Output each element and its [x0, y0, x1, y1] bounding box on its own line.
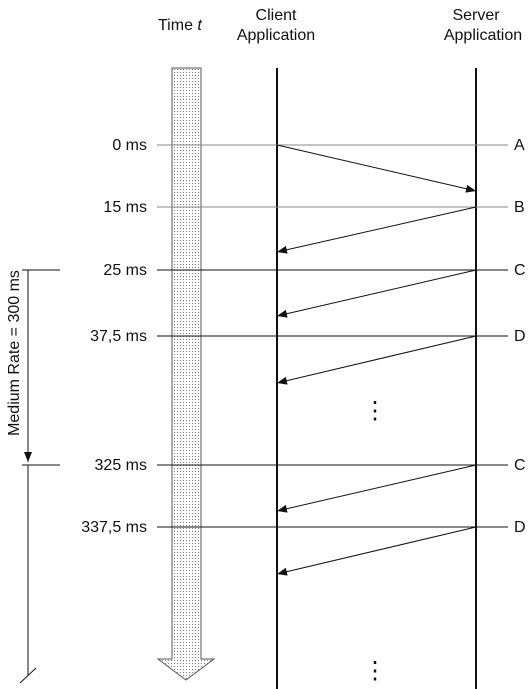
message-arrow	[276, 144, 477, 193]
ellipsis: ⋮	[363, 657, 387, 684]
client-header: Client	[256, 7, 297, 24]
event-label: C	[514, 457, 526, 474]
event-label: C	[514, 262, 526, 279]
time-label: 25 ms	[103, 262, 147, 279]
event-label: A	[514, 137, 525, 154]
message-arrow	[276, 269, 477, 318]
time-label: 337,5 ms	[81, 519, 147, 536]
message-arrow	[276, 464, 477, 513]
server-header: Application	[444, 27, 522, 44]
time-arrow	[156, 67, 216, 681]
time-header: Time t	[158, 17, 202, 34]
event-label: D	[514, 328, 526, 345]
ellipsis: ⋮	[363, 397, 387, 424]
bracket	[19, 667, 37, 684]
event-label: D	[514, 519, 526, 536]
event-label: B	[514, 199, 525, 216]
time-label: 325 ms	[95, 457, 147, 474]
time-label: 0 ms	[112, 137, 147, 154]
server-header: Server	[452, 7, 500, 24]
medium-rate: Medium Rate = 300 ms	[6, 270, 23, 436]
message-arrow	[276, 335, 477, 385]
message-arrow	[276, 526, 477, 576]
time-label: 37,5 ms	[90, 328, 147, 345]
message-arrow	[276, 206, 477, 254]
time-label: 15 ms	[103, 199, 147, 216]
client-header: Application	[237, 27, 315, 44]
